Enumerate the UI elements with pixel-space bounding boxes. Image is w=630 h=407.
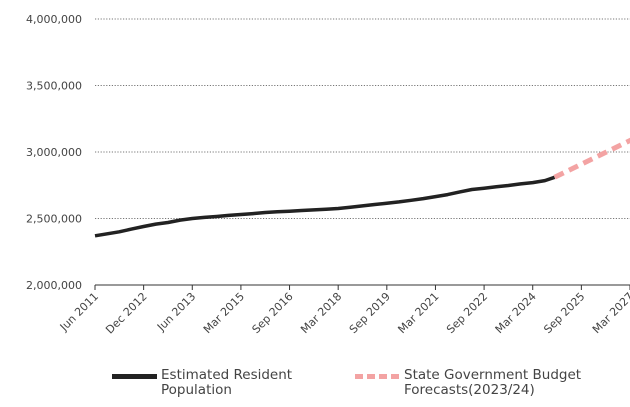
y-tick-label: 3,500,000 — [26, 80, 82, 93]
legend-item-estimated-resident-population: Estimated Resident Population — [112, 368, 292, 398]
x-tick-label: Sep 2025 — [541, 290, 587, 336]
y-tick-label: 2,000,000 — [26, 279, 82, 292]
x-tick-label: Mar 2018 — [298, 290, 344, 336]
x-tick-label: Sep 2022 — [444, 290, 490, 336]
x-tick-label: Jun 2013 — [154, 290, 198, 334]
legend-label: State Government Budget Forecasts(2023/2… — [404, 367, 582, 398]
series-line-forecast — [553, 137, 630, 180]
legend-item-state-government-budget-forecasts: State Government Budget Forecasts(2023/2… — [355, 368, 581, 398]
y-tick-label: 3,000,000 — [26, 146, 82, 159]
x-tick-label: Mar 2027 — [590, 290, 630, 336]
x-tick-label: Mar 2024 — [493, 290, 539, 336]
legend: Estimated Resident Population State Gove… — [0, 368, 630, 407]
x-tick-label: Sep 2019 — [347, 290, 393, 336]
x-tick-label: Dec 2012 — [103, 290, 150, 337]
x-tick-label: Mar 2021 — [395, 290, 441, 336]
x-tick-label: Jun 2011 — [57, 290, 101, 334]
legend-label: Estimated Resident Population — [161, 367, 293, 398]
legend-swatch-solid — [112, 374, 157, 379]
x-tick-label: Sep 2016 — [250, 290, 296, 336]
y-tick-label: 4,000,000 — [26, 13, 82, 26]
legend-swatch-dashed — [355, 374, 400, 379]
series-line-estimated-resident-population — [94, 175, 556, 238]
y-tick-label: 2,500,000 — [26, 213, 82, 226]
x-tick-label: Mar 2015 — [201, 290, 247, 336]
